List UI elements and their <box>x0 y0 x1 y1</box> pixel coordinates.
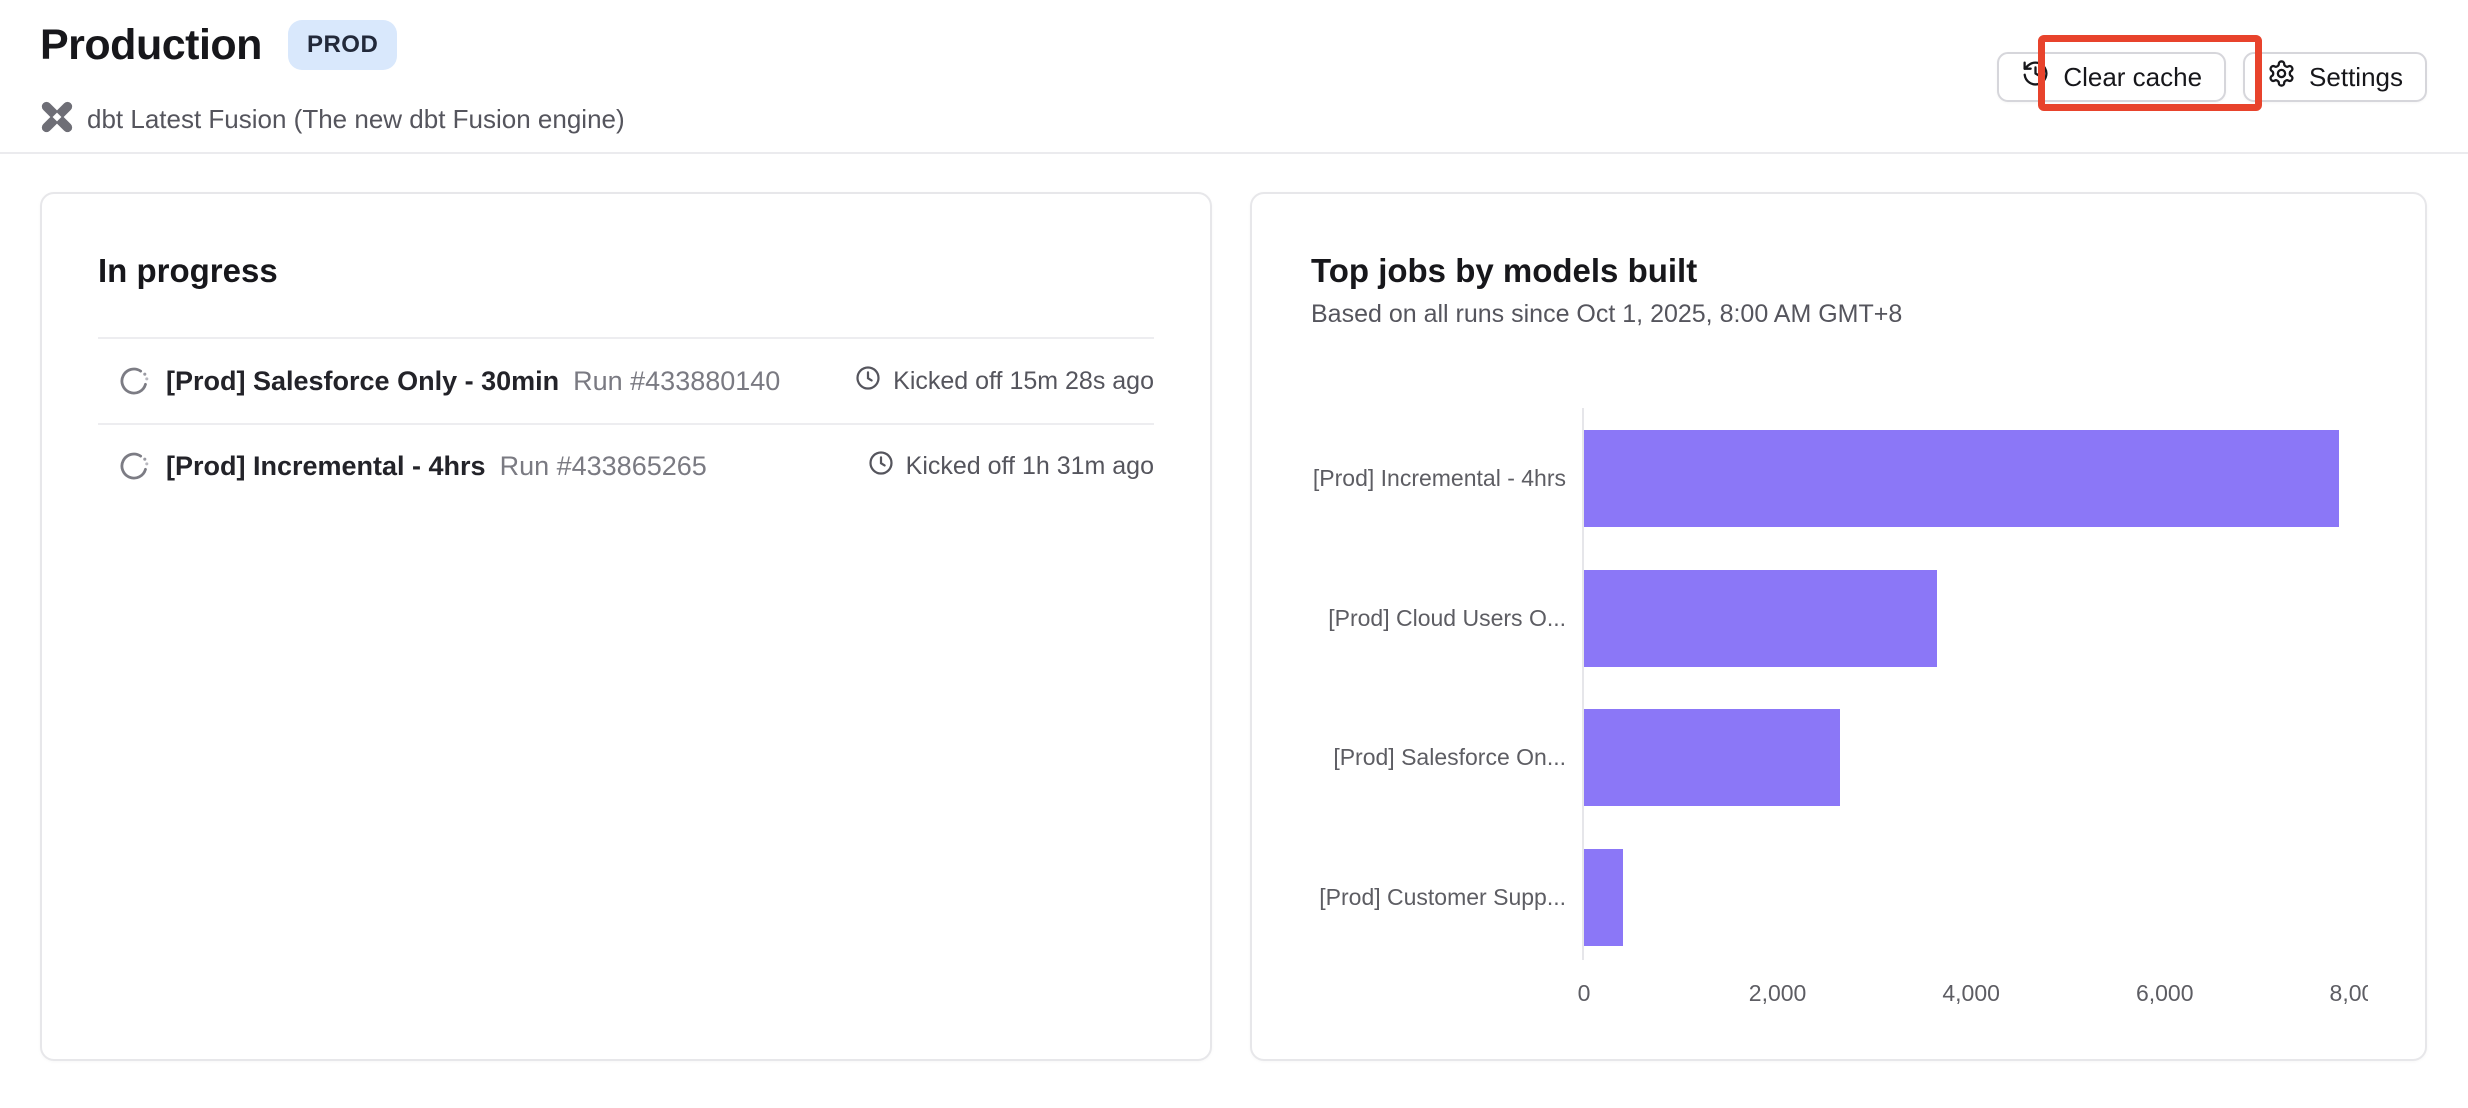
engine-subtitle: dbt Latest Fusion (The new dbt Fusion en… <box>87 104 625 134</box>
top-jobs-card: Top jobs by models built Based on all ru… <box>1250 192 2427 1061</box>
settings-button[interactable]: Settings <box>2243 52 2427 102</box>
chart-x-tick-label: 6,000 <box>2135 980 2194 1006</box>
dbt-fusion-icon <box>40 100 74 139</box>
gear-icon <box>2267 59 2296 95</box>
run-name[interactable]: [Prod] Incremental - 4hrs <box>166 450 486 481</box>
chart-bar[interactable] <box>1584 430 2339 527</box>
top-jobs-chart: [Prod] Incremental - 4hrs [Prod] Cloud Us… <box>1252 408 2425 1018</box>
kicked-off-time: Kicked off 15m 28s ago <box>893 366 1154 395</box>
run-number-link[interactable]: Run #433865265 <box>499 450 707 481</box>
spinner-icon <box>118 365 150 397</box>
chart-category-label: [Prod] Salesforce On... <box>1333 744 1566 771</box>
history-icon <box>2021 59 2050 95</box>
page-title: Production <box>40 20 262 69</box>
chart-x-tick-label: 8,000 <box>2329 980 2368 1006</box>
chart-x-tick-label: 4,000 <box>1942 980 2000 1006</box>
chart-bar[interactable] <box>1584 849 1623 947</box>
in-progress-heading: In progress <box>98 252 278 289</box>
chart-x-axis-ticks: 0 2,000 4,000 6,000 8,000 <box>1484 974 2368 1018</box>
chart-bar[interactable] <box>1584 709 1840 807</box>
chart-x-tick-label: 0 <box>1577 980 1591 1006</box>
header-divider <box>0 152 2468 154</box>
clear-cache-button[interactable]: Clear cache <box>1997 52 2227 102</box>
chart-category-label: [Prod] Cloud Users O... <box>1328 604 1566 631</box>
environment-badge: PROD <box>287 20 398 70</box>
run-number-link[interactable]: Run #433880140 <box>573 365 781 396</box>
chart-category-label: [Prod] Incremental - 4hrs <box>1312 465 1566 491</box>
in-progress-card: In progress [Prod] Salesforce Only - 30m… <box>40 192 1212 1061</box>
clock-icon <box>854 364 882 399</box>
spinner-icon <box>118 450 150 482</box>
run-name[interactable]: [Prod] Salesforce Only - 30min <box>166 365 560 396</box>
kicked-off-time: Kicked off 1h 31m ago <box>905 451 1154 480</box>
run-list: [Prod] Salesforce Only - 30min Run #4338… <box>98 337 1154 507</box>
top-jobs-subheading: Based on all runs since Oct 1, 2025, 8:0… <box>1311 300 1903 328</box>
chart-plot-area <box>1584 408 2368 960</box>
run-row[interactable]: [Prod] Incremental - 4hrs Run #433865265… <box>98 423 1154 507</box>
chart-category-labels: [Prod] Incremental - 4hrs [Prod] Cloud Us… <box>1252 408 1566 960</box>
clock-icon <box>867 449 895 484</box>
top-jobs-heading: Top jobs by models built <box>1311 252 1698 289</box>
chart-bar[interactable] <box>1584 569 1937 667</box>
chart-x-tick-label: 2,000 <box>1748 980 1807 1006</box>
chart-category-label: [Prod] Customer Supp... <box>1319 884 1566 911</box>
chart-y-axis-line <box>1582 408 1584 960</box>
run-row[interactable]: [Prod] Salesforce Only - 30min Run #4338… <box>98 339 1154 423</box>
